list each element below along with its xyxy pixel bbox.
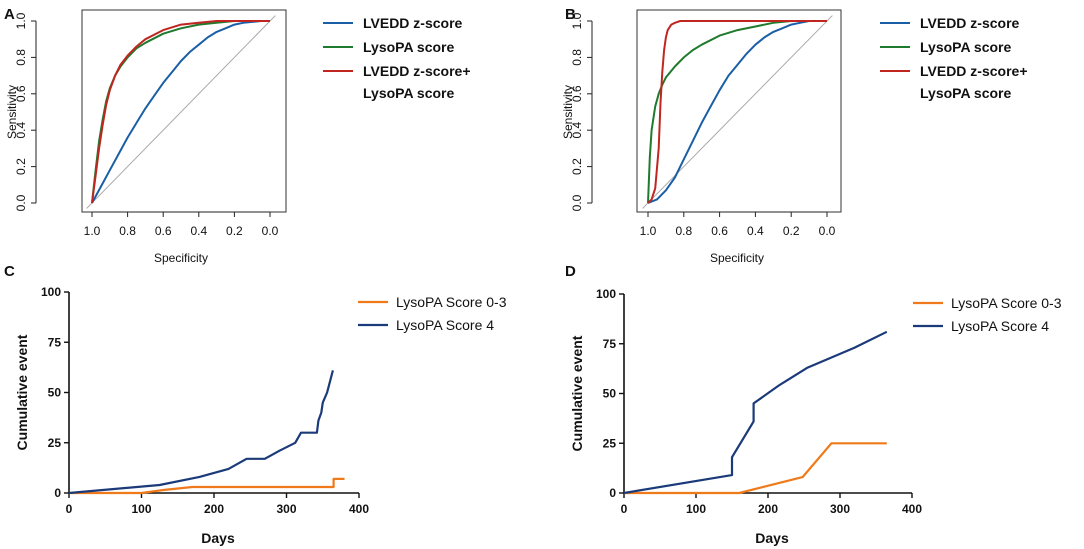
x-tick-label: 1.0 bbox=[640, 224, 657, 238]
panel-label-c: C bbox=[4, 263, 15, 280]
roc-curve-lvedd bbox=[91, 20, 270, 204]
y-tick-label: 50 bbox=[603, 387, 617, 401]
legend-label: LysoPA score bbox=[363, 39, 455, 55]
y-tick-label: 0.4 bbox=[570, 122, 584, 139]
x-tick-label: 0.4 bbox=[190, 224, 207, 238]
x-tick-label: 1.0 bbox=[84, 224, 101, 238]
y-axis-label: Cumulative event bbox=[14, 334, 30, 450]
panel-c: C 0 25 50 75 100 0 100 200 300 400 Days Cumulative … bbox=[4, 263, 507, 546]
legend-label: LVEDD z-score+ bbox=[920, 63, 1028, 79]
x-tick-label: 0.6 bbox=[155, 224, 172, 238]
y-tick-label: 100 bbox=[596, 287, 616, 301]
legend-label: LysoPA Score 0-3 bbox=[951, 295, 1062, 311]
y-tick-label: 0.4 bbox=[14, 122, 28, 139]
y-tick-label: 0.0 bbox=[14, 194, 28, 211]
y-tick-label: 1.0 bbox=[14, 12, 28, 29]
legend-label: LysoPA Score 0-3 bbox=[396, 294, 507, 310]
y-tick-label: 0.0 bbox=[570, 194, 584, 211]
x-tick-label: 0.2 bbox=[226, 224, 243, 238]
y-tick-label: 0 bbox=[609, 486, 616, 500]
x-tick-label: 400 bbox=[349, 502, 369, 516]
legend-label: LysoPA score bbox=[920, 85, 1012, 101]
x-axis-label: Days bbox=[755, 530, 789, 546]
y-tick-label: 0.2 bbox=[14, 158, 28, 175]
x-tick-label: 200 bbox=[204, 502, 224, 516]
roc-curve-lysopa bbox=[647, 20, 827, 204]
x-tick-label: 0.0 bbox=[819, 224, 836, 238]
x-tick-label: 0.6 bbox=[711, 224, 728, 238]
panel-label-a: A bbox=[4, 6, 15, 23]
x-tick-label: 0.4 bbox=[747, 224, 764, 238]
y-tick-label: 0.2 bbox=[570, 158, 584, 175]
panel-a: A 0.0 0.2 0.4 0.6 0.8 1.0 1.0 0.8 0.6 0.4 0.2 0.0 Sp… bbox=[4, 6, 471, 265]
roc-curve-lvedd bbox=[647, 20, 827, 204]
event-curve-score4 bbox=[68, 370, 334, 495]
legend-label: LVEDD z-score bbox=[920, 15, 1020, 31]
legend-label: LVEDD z-score+ bbox=[363, 63, 471, 79]
y-tick-label: 75 bbox=[603, 337, 617, 351]
event-curve-score03 bbox=[624, 442, 887, 495]
legend-label: LysoPA score bbox=[363, 85, 455, 101]
reference-diagonal bbox=[86, 15, 276, 209]
x-tick-label: 200 bbox=[758, 502, 778, 516]
legend-label: LysoPA Score 4 bbox=[396, 317, 494, 333]
y-tick-label: 0.6 bbox=[570, 85, 584, 102]
y-axis-label: Sensitivity bbox=[5, 85, 19, 139]
x-axis-label: Specificity bbox=[710, 251, 764, 265]
x-axis-label: Specificity bbox=[154, 251, 208, 265]
x-tick-label: 400 bbox=[902, 502, 922, 516]
legend-label: LysoPA Score 4 bbox=[951, 318, 1049, 334]
y-tick-label: 100 bbox=[41, 285, 61, 299]
legend-label: LVEDD z-score bbox=[363, 15, 463, 31]
x-tick-label: 0.8 bbox=[119, 224, 136, 238]
y-axis-label: Cumulative event bbox=[569, 335, 585, 451]
y-tick-label: 0 bbox=[54, 486, 61, 500]
panel-label-b: B bbox=[565, 6, 576, 23]
y-tick-label: 0.8 bbox=[14, 49, 28, 66]
x-tick-label: 0 bbox=[621, 502, 628, 516]
reference-diagonal bbox=[642, 15, 833, 209]
y-tick-label: 0.6 bbox=[14, 85, 28, 102]
y-tick-label: 75 bbox=[48, 335, 62, 349]
y-tick-label: 25 bbox=[48, 436, 62, 450]
panel-b: B 0.0 0.2 0.4 0.6 0.8 1.0 1.0 0.8 0.6 0.4 0.2 0.0 Sp… bbox=[561, 6, 1028, 265]
panel-d: D 0 25 50 75 100 0 100 200 300 400 Days Cumulative … bbox=[565, 263, 1062, 546]
x-tick-label: 100 bbox=[686, 502, 706, 516]
y-tick-label: 0.8 bbox=[570, 49, 584, 66]
y-tick-label: 1.0 bbox=[570, 12, 584, 29]
x-axis-label: Days bbox=[201, 530, 235, 546]
roc-curve-combined bbox=[647, 20, 827, 204]
x-tick-label: 300 bbox=[276, 502, 296, 516]
y-tick-label: 25 bbox=[603, 436, 617, 450]
x-tick-label: 0.2 bbox=[783, 224, 800, 238]
legend-label: LysoPA score bbox=[920, 39, 1012, 55]
x-tick-label: 0.8 bbox=[675, 224, 692, 238]
y-tick-label: 50 bbox=[48, 386, 62, 400]
event-curve-score4 bbox=[623, 330, 888, 495]
event-curve-score03 bbox=[69, 477, 345, 495]
x-tick-label: 100 bbox=[131, 502, 151, 516]
x-tick-label: 0 bbox=[66, 502, 73, 516]
x-tick-label: 300 bbox=[830, 502, 850, 516]
roc-curve-combined bbox=[91, 20, 270, 204]
x-tick-label: 0.0 bbox=[262, 224, 279, 238]
panel-label-d: D bbox=[565, 263, 576, 280]
y-axis-label: Sensitivity bbox=[561, 85, 575, 139]
